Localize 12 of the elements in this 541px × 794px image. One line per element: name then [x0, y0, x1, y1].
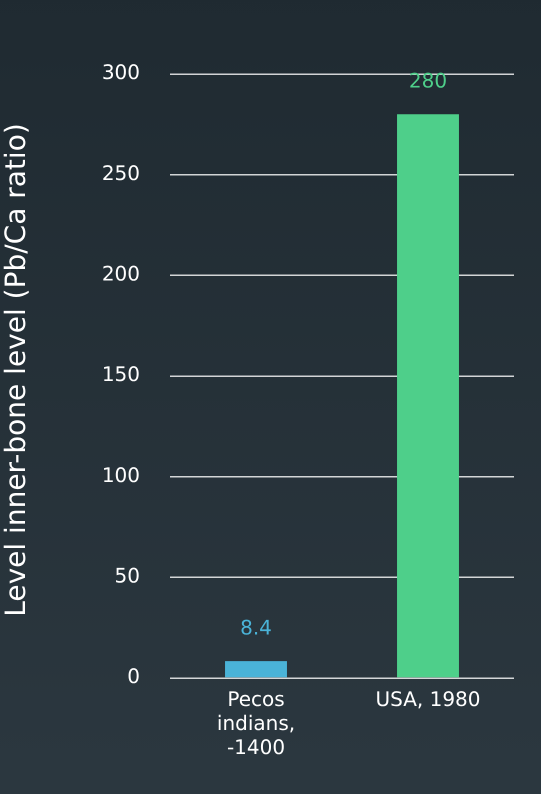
y-tick-label: 300	[102, 60, 140, 84]
y-tick-label: 100	[102, 462, 140, 487]
y-tick-label: 0	[127, 664, 140, 688]
y-tick-label: 50	[114, 564, 140, 588]
data-label: 8.4	[240, 615, 272, 640]
data-label: 280	[408, 68, 448, 92]
y-axis-title: Level inner-bone level (Pb/Ca ratio)	[0, 122, 33, 619]
y-tick-label: 250	[102, 160, 140, 185]
x-tick-label: Pecos indians, -1400	[216, 687, 296, 760]
x-tick-label: USA, 1980	[376, 687, 480, 712]
y-tick-label: 150	[102, 362, 140, 386]
y-tick-label: 200	[102, 262, 140, 286]
